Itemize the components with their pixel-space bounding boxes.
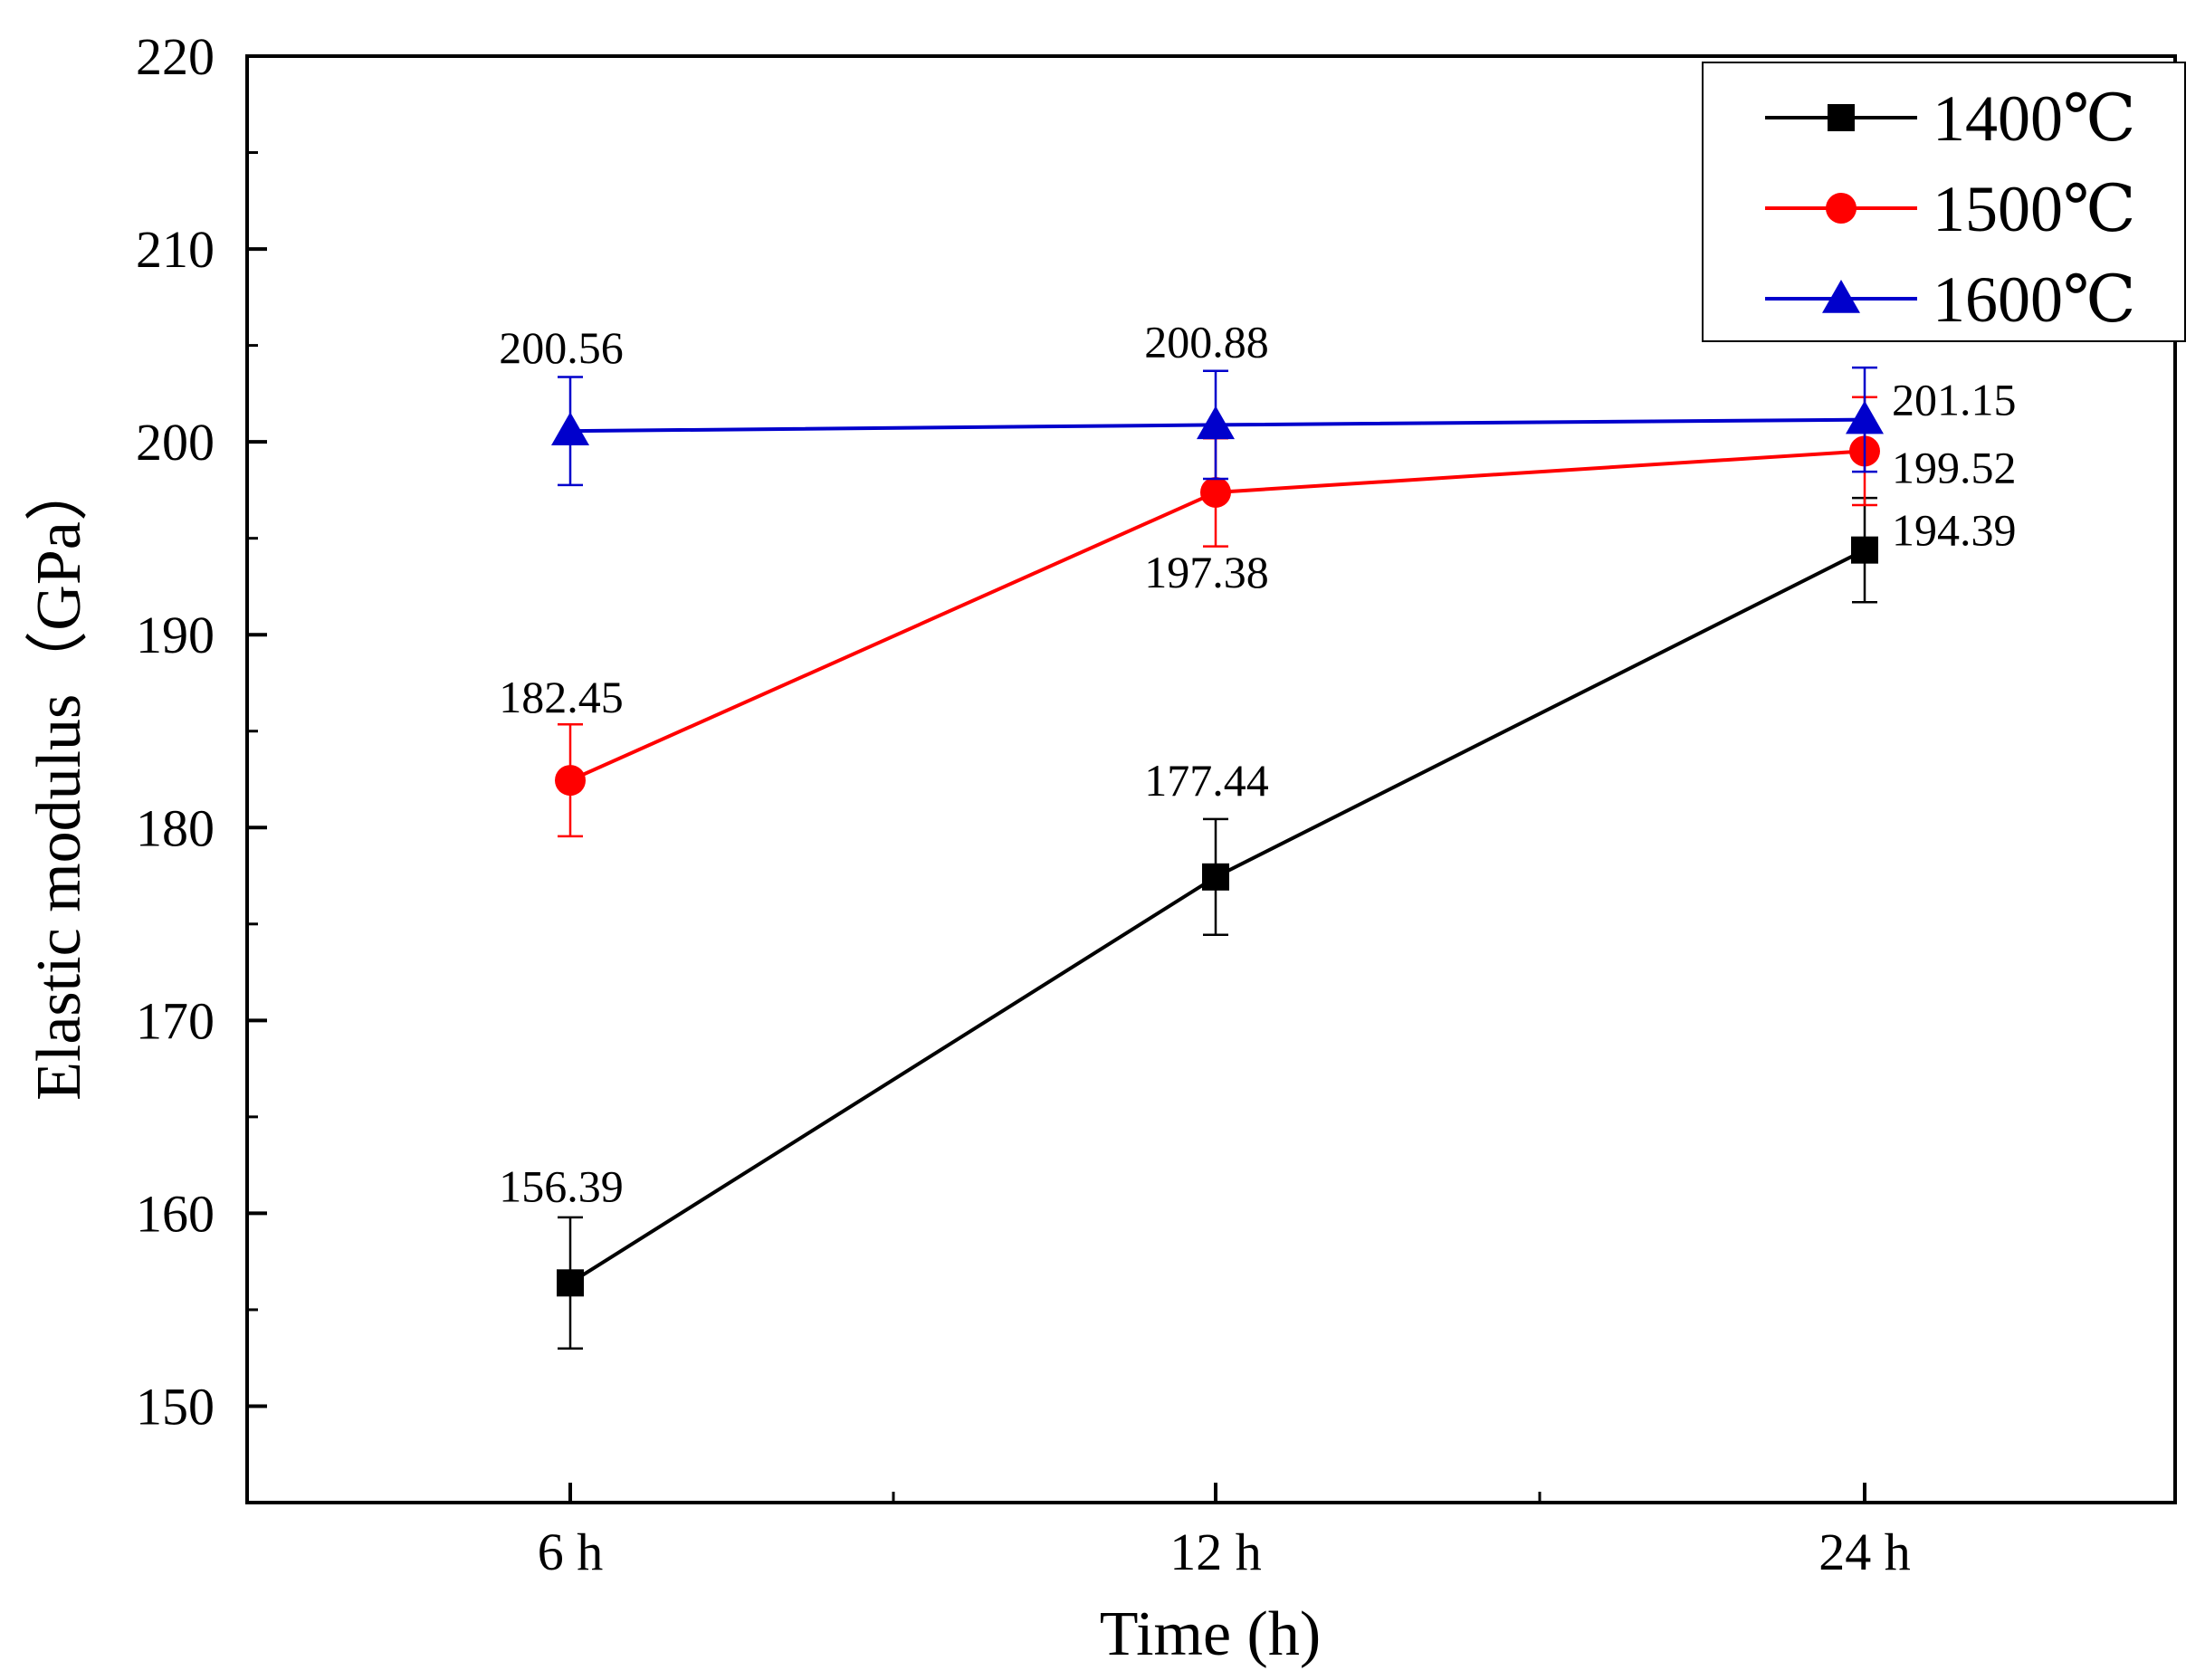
x-axis-title: Time (h): [1100, 1599, 1321, 1669]
data-label: 200.56: [499, 322, 624, 373]
data-label: 197.38: [1144, 547, 1269, 597]
data-point-marker: [1200, 476, 1231, 508]
y-tick-label: 210: [136, 220, 215, 279]
legend-label: 1500℃: [1933, 173, 2136, 245]
legend-label: 1400℃: [1933, 82, 2136, 155]
y-axis-ticks: 150 160 170 180 190 200 210 220: [136, 27, 267, 1504]
data-label: 194.39: [1892, 505, 2017, 556]
data-point-marker: [1846, 400, 1884, 434]
data-point-marker: [551, 412, 589, 445]
y-tick-label: 200: [136, 413, 215, 472]
series-1500: 182.45 197.38 199.52: [499, 396, 2017, 838]
y-tick-label: 160: [136, 1184, 215, 1243]
y-tick-label: 150: [136, 1377, 215, 1436]
x-tick-label: 24 h: [1818, 1522, 1911, 1581]
x-tick-label: 12 h: [1169, 1522, 1262, 1581]
data-point-marker: [1202, 863, 1229, 891]
data-point-marker: [557, 1269, 584, 1297]
y-tick-label: 220: [136, 27, 215, 86]
data-point-marker: [555, 765, 586, 797]
x-axis-ticks: 6 h 12 h 24 h: [538, 1483, 1911, 1581]
data-label: 177.44: [1144, 755, 1269, 806]
data-point-marker: [1197, 406, 1235, 440]
data-label: 200.88: [1144, 316, 1269, 367]
data-point-marker: [1851, 536, 1878, 564]
series-1400: 156.39 177.44 194.39: [499, 496, 2017, 1351]
x-tick-label: 6 h: [538, 1522, 604, 1581]
legend-box: [1702, 62, 2186, 342]
data-label: 182.45: [499, 672, 624, 722]
legend-marker: [1822, 280, 1860, 313]
legend-marker: [1826, 193, 1857, 224]
y-tick-label: 170: [136, 991, 215, 1050]
series-1600: 200.56 200.88 201.15: [499, 316, 2017, 487]
legend: 1400℃ 1500℃ 1600℃: [1702, 62, 2186, 342]
data-label: 156.39: [499, 1160, 624, 1211]
legend-marker: [1828, 104, 1855, 131]
y-tick-label: 190: [136, 606, 215, 664]
data-label: 199.52: [1892, 442, 2017, 492]
data-label: 201.15: [1892, 375, 2017, 425]
plot-frame: [245, 54, 2177, 1504]
series-layer: 156.39177.44194.39182.45197.38199.52200.…: [499, 316, 2017, 1351]
y-tick-label: 180: [136, 798, 215, 857]
legend-label: 1600℃: [1933, 263, 2136, 336]
y-axis-title: Elastic modulus（GPa）: [24, 458, 94, 1101]
